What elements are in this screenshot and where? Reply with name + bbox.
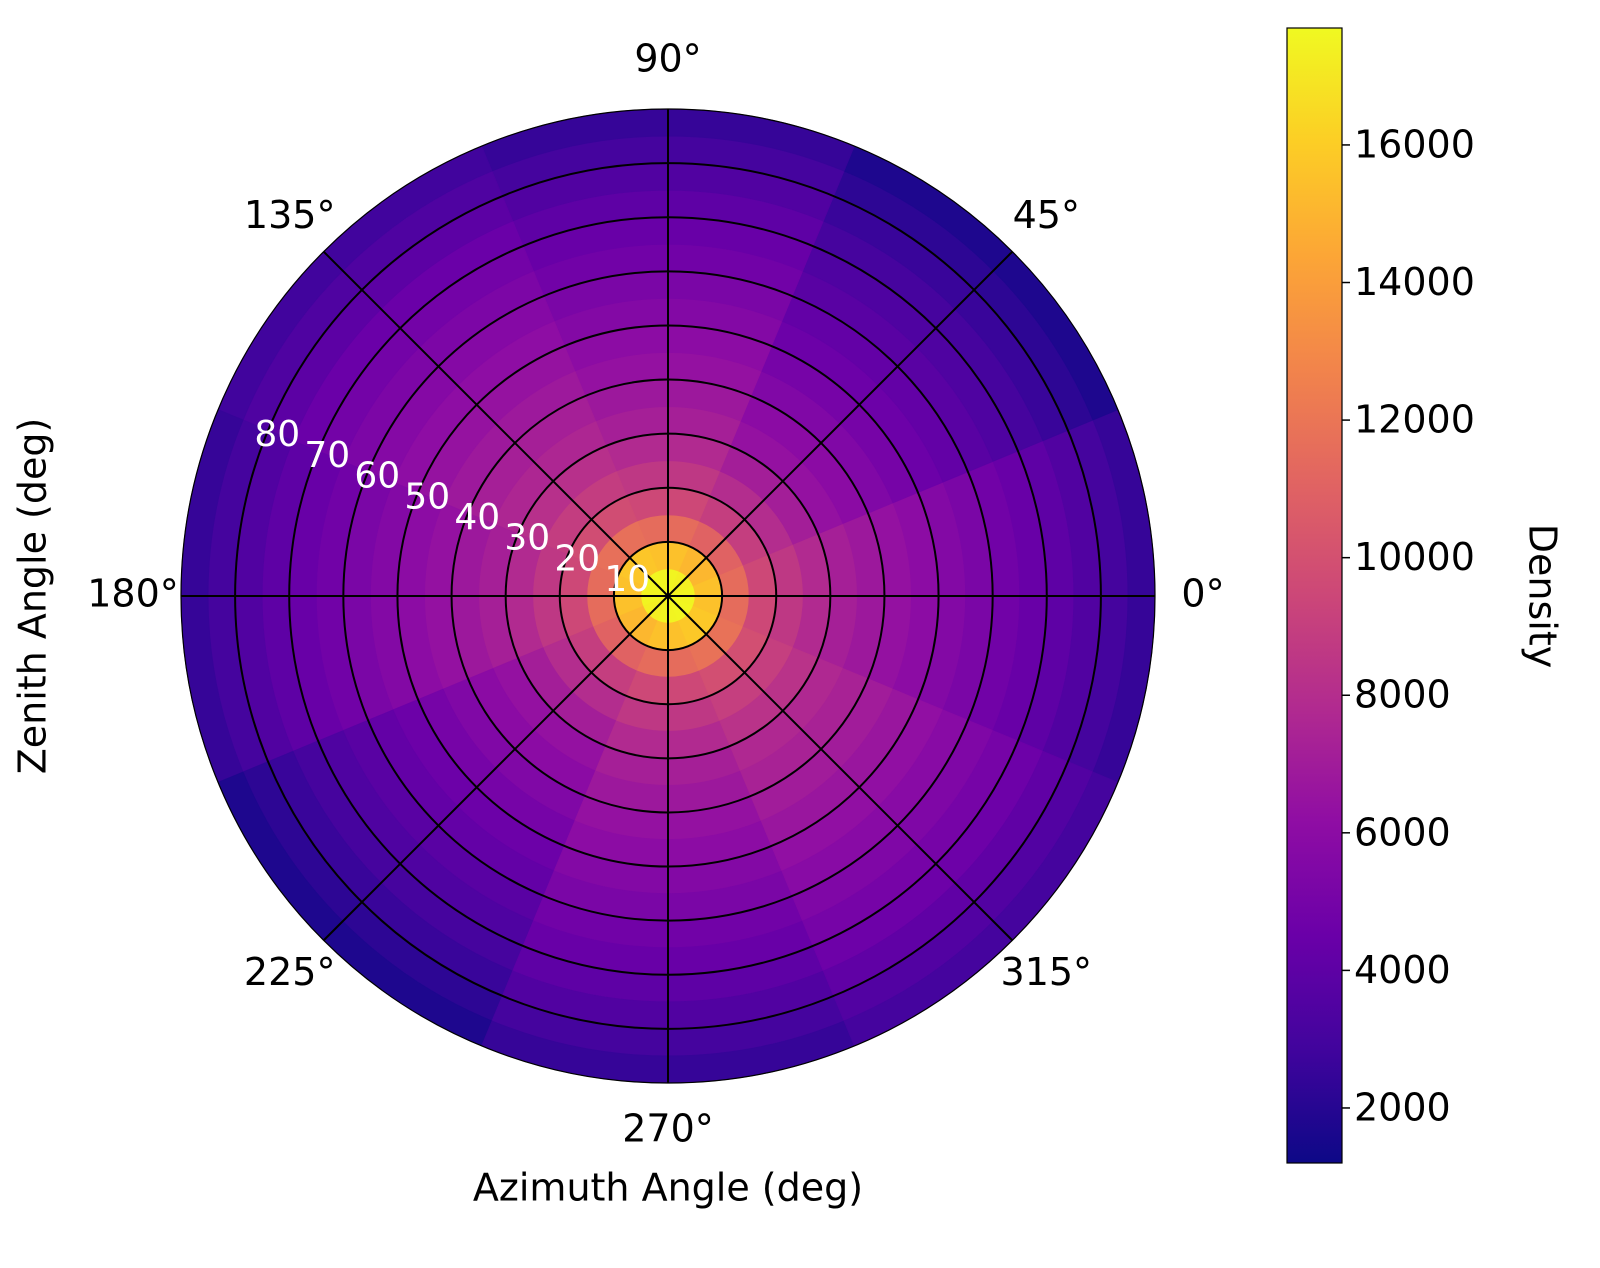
colorbar-tick-label: 8000 [1354, 673, 1451, 717]
colorbar [1286, 27, 1343, 1164]
colorbar-tick-label: 16000 [1354, 122, 1475, 166]
r-tick-label: 40 [454, 497, 500, 538]
theta-tick-label: 270° [622, 1107, 714, 1151]
theta-tick-label: 0° [1181, 572, 1224, 616]
colorbar-tick-label: 4000 [1354, 948, 1451, 992]
r-tick-label: 30 [504, 518, 550, 559]
theta-tick-label: 315° [1001, 950, 1093, 994]
r-tick-label: 10 [604, 559, 650, 600]
colorbar-label: Density [1521, 524, 1565, 668]
colorbar-tick-label: 12000 [1354, 398, 1475, 442]
r-tick-label: 80 [254, 414, 300, 455]
colorbar-tick-label: 10000 [1354, 535, 1475, 579]
colorbar-tick-label: 6000 [1354, 810, 1451, 854]
grid [180, 108, 1156, 1084]
x-axis-label: Azimuth Angle (deg) [473, 1166, 863, 1210]
grid-spoke [667, 595, 1014, 942]
r-tick-label: 20 [554, 538, 600, 579]
theta-tick-label: 180° [87, 572, 179, 616]
r-tick-label: 60 [354, 456, 400, 497]
theta-tick-label: 90° [634, 37, 701, 81]
grid-spoke [667, 250, 1014, 597]
y-axis-label: Zenith Angle (deg) [11, 418, 55, 775]
r-tick-label: 70 [304, 435, 350, 476]
theta-tick-label: 135° [244, 193, 336, 237]
colorbar-tick-label: 2000 [1354, 1085, 1451, 1129]
r-tick-label: 50 [404, 476, 450, 517]
labels: 0° 45° 90° 135° 180° 225° 270° 315° 102030405060… [87, 37, 1224, 1151]
colorbar-tick-label: 14000 [1354, 260, 1475, 304]
grid-spoke [322, 595, 669, 942]
theta-tick-label: 45° [1013, 193, 1080, 237]
grid-spoke [322, 250, 669, 597]
theta-tick-label: 225° [244, 950, 336, 994]
